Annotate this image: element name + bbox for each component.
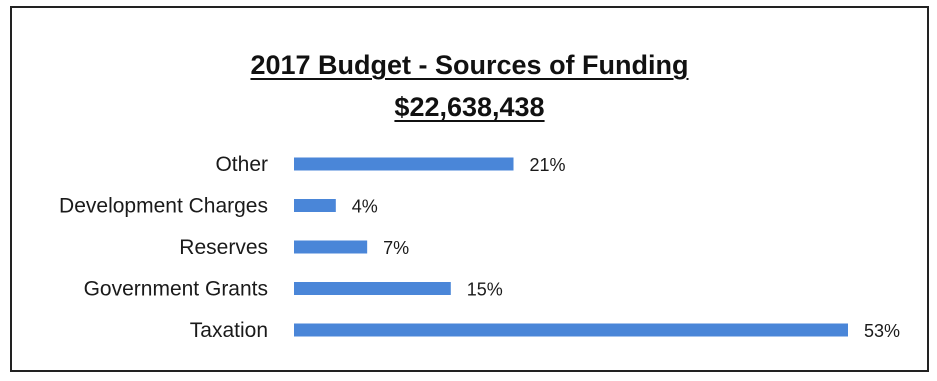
category-label: Other [215, 153, 268, 176]
bar-reserves [294, 240, 368, 254]
category-label: Reserves [179, 236, 268, 259]
category-label: Taxation [190, 319, 268, 342]
bar-government-grants [294, 282, 451, 295]
value-label: 53% [864, 321, 900, 341]
chart-frame: 2017 Budget - Sources of Funding $22,638… [10, 6, 929, 372]
bar-taxation [294, 323, 848, 337]
chart-title: 2017 Budget - Sources of Funding [250, 50, 689, 80]
value-label: 15% [467, 280, 503, 300]
category-label: Development Charges [59, 195, 268, 218]
value-label: 4% [352, 197, 378, 217]
value-label: 21% [530, 155, 566, 175]
bar-other [294, 157, 514, 171]
chart-subtitle: $22,638,438 [394, 92, 545, 122]
value-label: 7% [383, 238, 409, 258]
category-label: Government Grants [84, 278, 268, 301]
bar-development-charges [294, 199, 336, 212]
